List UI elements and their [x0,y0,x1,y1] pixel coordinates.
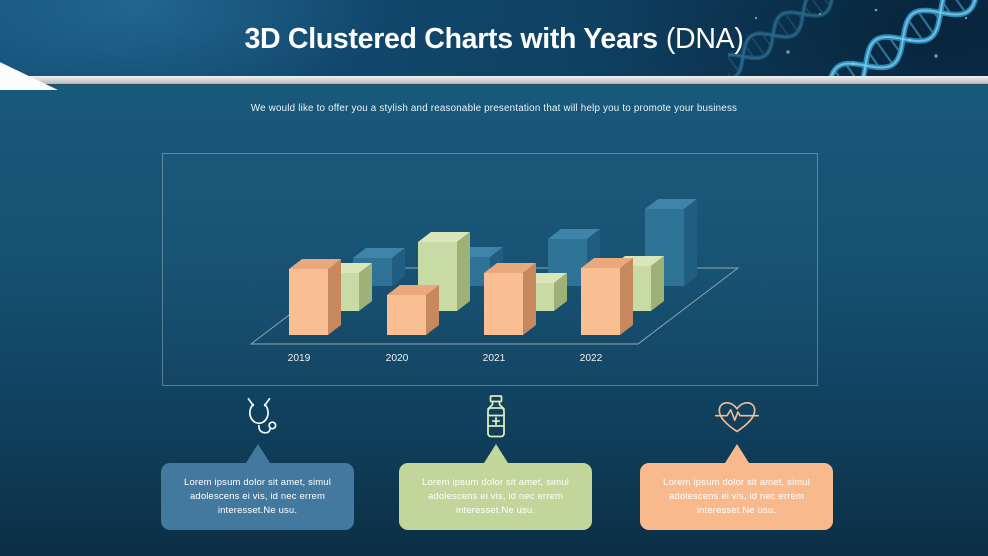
callout-text: adolescens ei vis, id nec errem [189,491,326,502]
callout-box: Lorem ipsum dolor sit amet, simul adoles… [161,463,354,530]
axis-label-2022: 2022 [580,353,603,364]
bar-side-face [392,248,405,286]
bar-top-face [645,199,697,209]
bar-side-face [554,273,567,311]
bar-2022-series1 [581,268,620,335]
clustered-3d-bar-chart: 2019 2020 2021 2022 [162,153,818,386]
bar-2019-series1 [289,269,328,335]
callout-text: Lorem ipsum dolor sit amet, simul [184,477,331,488]
callout-text: adolescens ei vis, id nec errem [427,491,564,502]
dna-particle [964,16,968,20]
bar-side-face [328,259,341,335]
callout-text: adolescens ei vis, id nec errem [668,491,805,502]
bar-top-face [581,258,633,268]
slide-title: 3D Clustered Charts with Years (DNA) [244,21,743,56]
slide-title-suffix: (DNA) [665,22,744,55]
bar-side-face [457,232,470,311]
bar-top-face [387,285,439,295]
dna-strand-group [828,0,978,76]
dna-strand-group [728,0,834,76]
dna-particle [851,62,855,66]
callout-text: Lorem ipsum dolor sit amet, simul [663,477,810,488]
bar-top-face [289,259,341,269]
header: 3D Clustered Charts with Years (DNA) [0,0,988,76]
heart-pulse-icon [640,390,833,444]
dna-particle [819,13,821,15]
bar-2021-series1 [484,273,523,335]
callout-box: Lorem ipsum dolor sit amet, simul adoles… [399,463,592,530]
callout-pointer [724,444,749,463]
axis-label-2021: 2021 [483,353,506,364]
bar-side-face [426,285,439,335]
bar-2020-series1 [387,295,426,335]
slide-title-main: 3D Clustered Charts with Years [244,22,658,55]
callout-text: Lorem ipsum dolor sit amet, simul [422,477,569,488]
dna-particle [934,54,938,58]
axis-label-2020: 2020 [386,353,409,364]
callout-card-3: Lorem ipsum dolor sit amet, simul adoles… [640,390,833,530]
dna-particle [874,8,878,12]
callout-card-1: Lorem ipsum dolor sit amet, simul adoles… [161,390,354,530]
bar-top-face [548,229,600,239]
bar-top-face [484,263,536,273]
bar-top-face [418,232,470,242]
callout-text: interesset.Ne usu. [455,505,536,516]
callout-text: interesset.Ne usu. [217,505,298,516]
dna-particle [754,16,758,20]
bar-side-face [651,256,664,311]
divider-band [0,76,988,84]
callout-card-2: Lorem ipsum dolor sit amet, simul adoles… [399,390,592,530]
bar-side-face [523,263,536,335]
medicine-bottle-icon [399,390,592,444]
dna-helix-image [728,0,978,76]
callout-text: interesset.Ne usu. [696,505,777,516]
dna-particle [786,50,790,54]
callout-box: Lorem ipsum dolor sit amet, simul adoles… [640,463,833,530]
slide-subtitle: We would like to offer you a stylish and… [250,103,738,114]
bar-side-face [684,199,697,286]
callout-pointer [483,444,508,463]
dna-particle [908,38,912,42]
bar-side-face [620,258,633,335]
axis-label-2019: 2019 [288,353,311,364]
callout-pointer [245,444,270,463]
chart-canvas: 2019 2020 2021 2022 [249,199,740,364]
bar-top-face [353,248,405,258]
stethoscope-icon [161,390,354,444]
bar-side-face [359,263,372,311]
